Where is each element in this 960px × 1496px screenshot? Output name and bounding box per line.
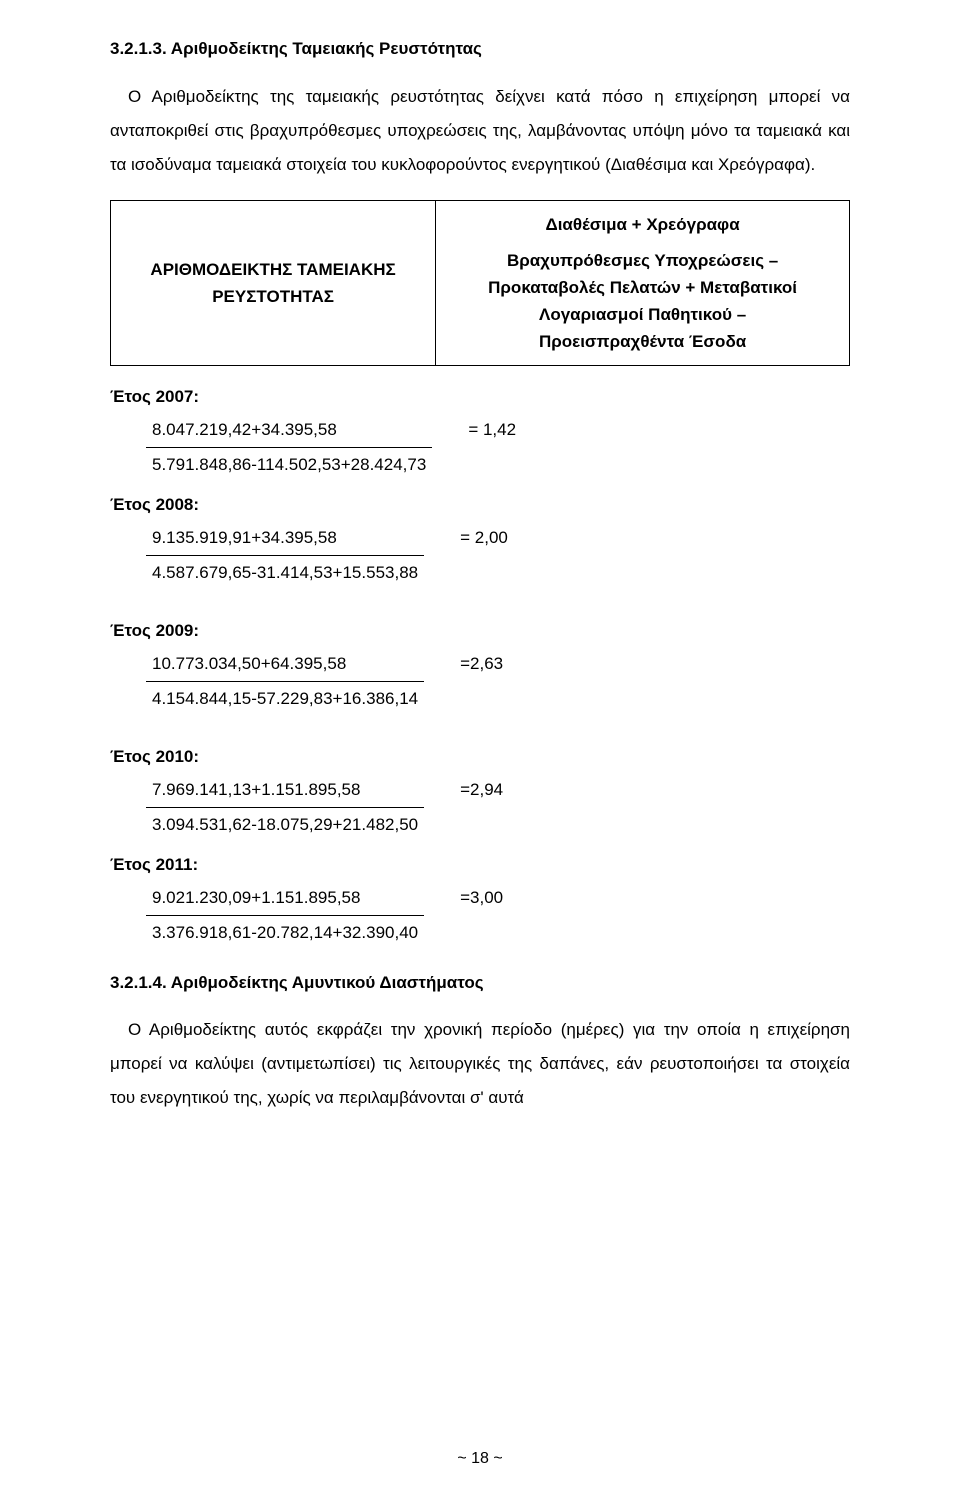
calc-result-2007: = 1,42	[432, 417, 516, 443]
calc-num-2007: 8.047.219,42+34.395,58	[146, 417, 432, 445]
formula-right-line1: Διαθέσιμα + Χρεόγραφα	[450, 211, 835, 238]
calc-block-2011: 9.021.230,09+1.151.895,58 3.376.918,61-2…	[146, 885, 850, 947]
year-label-2009: Έτος 2009:	[110, 618, 850, 644]
formula-expression-cell: Διαθέσιμα + Χρεόγραφα Βραχυπρόθεσμες Υπο…	[436, 201, 850, 366]
year-label-2008: Έτος 2008:	[110, 492, 850, 518]
calc-den-2010: 3.094.531,62-18.075,29+21.482,50	[146, 810, 424, 838]
calc-result-2009: =2,63	[424, 651, 503, 677]
section-paragraph-1: Ο Αριθμοδείκτης της ταμειακής ρευστότητα…	[110, 80, 850, 182]
calc-num-2008: 9.135.919,91+34.395,58	[146, 525, 424, 553]
calc-num-2011: 9.021.230,09+1.151.895,58	[146, 885, 424, 913]
calc-den-2011: 3.376.918,61-20.782,14+32.390,40	[146, 918, 424, 946]
formula-name-line1: ΑΡΙΘΜΟΔΕΙΚΤΗΣ ΤΑΜΕΙΑΚΗΣ	[125, 256, 421, 283]
calc-num-2010: 7.969.141,13+1.151.895,58	[146, 777, 424, 805]
section-paragraph-2: Ο Αριθμοδείκτης αυτός εκφράζει την χρονι…	[110, 1013, 850, 1115]
calc-den-2009: 4.154.844,15-57.229,83+16.386,14	[146, 684, 424, 712]
calc-fraction-2008: 9.135.919,91+34.395,58 4.587.679,65-31.4…	[146, 525, 424, 587]
formula-right-line5: Προεισπραχθέντα Έσοδα	[450, 328, 835, 355]
calc-block-2009: 10.773.034,50+64.395,58 4.154.844,15-57.…	[146, 651, 850, 713]
section-heading-2: 3.2.1.4. Αριθμοδείκτης Αμυντικού Διαστήμ…	[110, 970, 850, 996]
formula-name-line2: ΡΕΥΣΤΟΤΗΤΑΣ	[125, 283, 421, 310]
formula-definition-table: ΑΡΙΘΜΟΔΕΙΚΤΗΣ ΤΑΜΕΙΑΚΗΣ ΡΕΥΣΤΟΤΗΤΑΣ Διαθ…	[110, 200, 850, 366]
calc-fraction-2010: 7.969.141,13+1.151.895,58 3.094.531,62-1…	[146, 777, 424, 839]
calc-result-2011: =3,00	[424, 885, 503, 911]
calc-fraction-2007: 8.047.219,42+34.395,58 5.791.848,86-114.…	[146, 417, 432, 479]
calc-sep-2009	[146, 681, 424, 682]
formula-name-cell: ΑΡΙΘΜΟΔΕΙΚΤΗΣ ΤΑΜΕΙΑΚΗΣ ΡΕΥΣΤΟΤΗΤΑΣ	[111, 201, 436, 366]
calc-block-2010: 7.969.141,13+1.151.895,58 3.094.531,62-1…	[146, 777, 850, 839]
calc-sep-2010	[146, 807, 424, 808]
page-number: ~ 18 ~	[0, 1447, 960, 1472]
formula-right-line2: Βραχυπρόθεσμες Υποχρεώσεις –	[450, 247, 835, 274]
year-label-2007: Έτος 2007:	[110, 384, 850, 410]
calc-result-2008: = 2,00	[424, 525, 508, 551]
calc-block-2008: 9.135.919,91+34.395,58 4.587.679,65-31.4…	[146, 525, 850, 587]
calc-result-2010: =2,94	[424, 777, 503, 803]
calc-fraction-2011: 9.021.230,09+1.151.895,58 3.376.918,61-2…	[146, 885, 424, 947]
formula-right-line4: Λογαριασμοί Παθητικού –	[450, 301, 835, 328]
calc-sep-2008	[146, 555, 424, 556]
calc-den-2007: 5.791.848,86-114.502,53+28.424,73	[146, 450, 432, 478]
year-label-2011: Έτος 2011:	[110, 852, 850, 878]
calc-fraction-2009: 10.773.034,50+64.395,58 4.154.844,15-57.…	[146, 651, 424, 713]
calc-den-2008: 4.587.679,65-31.414,53+15.553,88	[146, 558, 424, 586]
calc-sep-2011	[146, 915, 424, 916]
section-heading-1: 3.2.1.3. Αριθμοδείκτης Ταμειακής Ρευστότ…	[110, 36, 850, 62]
calc-num-2009: 10.773.034,50+64.395,58	[146, 651, 424, 679]
calc-block-2007: 8.047.219,42+34.395,58 5.791.848,86-114.…	[146, 417, 850, 479]
calc-sep-2007	[146, 447, 432, 448]
year-label-2010: Έτος 2010:	[110, 744, 850, 770]
formula-right-line3: Προκαταβολές Πελατών + Μεταβατικοί	[450, 274, 835, 301]
document-page: 3.2.1.3. Αριθμοδείκτης Ταμειακής Ρευστότ…	[0, 0, 960, 1496]
